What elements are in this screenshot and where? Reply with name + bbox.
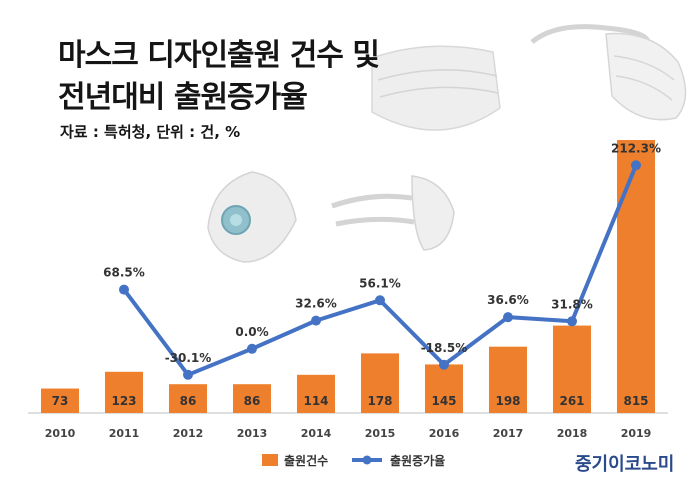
x-tick-label-2016: 2016 — [429, 427, 460, 440]
bar-2018 — [553, 325, 591, 413]
mask-illustration-folded — [530, 24, 687, 121]
bar-value-label-2016: 145 — [431, 394, 456, 408]
bar-value-label-2011: 123 — [111, 394, 136, 408]
bar-2011 — [105, 371, 143, 413]
x-tick-label-2018: 2018 — [557, 427, 588, 440]
mask-illustration-valve — [207, 171, 297, 263]
x-tick-label-2013: 2013 — [237, 427, 268, 440]
x-tick-label-2011: 2011 — [109, 427, 140, 440]
legend: 출원건수 출원증가율 — [262, 453, 445, 468]
legend-bar-swatch — [262, 454, 278, 466]
rate-label-2018: 31.8% — [551, 297, 593, 311]
rate-label-2017: 36.6% — [487, 293, 529, 307]
rate-point-2016 — [439, 359, 449, 370]
rate-point-2013 — [247, 343, 257, 354]
x-tick-label-2014: 2014 — [301, 427, 332, 440]
x-tick-labels: 2010 2011 2012 2013 2014 2015 2016 2017 2018 2019 — [45, 427, 652, 440]
rate-point-2011 — [119, 284, 129, 295]
rate-label-2019: 212.3% — [611, 141, 661, 155]
bar-2016 — [425, 364, 463, 413]
rate-point-2014 — [311, 315, 321, 326]
bar-value-label-2012: 86 — [180, 394, 197, 408]
rate-label-2012: -30.1% — [165, 351, 212, 365]
chart-title-line-2: 전년대비 출원증가율 — [58, 80, 308, 115]
bar-value-label-2014: 114 — [303, 394, 328, 408]
x-tick-label-2015: 2015 — [365, 427, 396, 440]
publisher-logo-text: 중기이코노미 — [575, 454, 675, 475]
bar-value-label-2017: 198 — [495, 394, 520, 408]
rate-label-2015: 56.1% — [359, 276, 401, 290]
x-tick-label-2017: 2017 — [493, 427, 524, 440]
x-tick-label-2012: 2012 — [173, 427, 204, 440]
bar-2010 — [41, 388, 79, 413]
legend-line-label: 출원증가율 — [390, 453, 445, 468]
bar-value-label-2015: 178 — [367, 394, 392, 408]
x-tick-label-2019: 2019 — [621, 427, 652, 440]
bar-2014 — [297, 374, 335, 413]
rate-point-2019 — [631, 160, 641, 171]
legend-bar-label: 출원건수 — [284, 453, 328, 468]
mask-illustration-flat — [371, 45, 501, 131]
bar-2019 — [617, 140, 655, 413]
bar-value-label-2010: 73 — [52, 394, 69, 408]
rate-label-2013: 0.0% — [235, 325, 268, 339]
line-series: 68.5% -30.1% 0.0% 32.6% 56.1% -18.5% 36.6% 31.8… — [103, 141, 661, 380]
bar-series: 73 123 86 86 114 178 145 198 261 815 — [41, 140, 655, 413]
chart-title-line-1: 마스크 디자인출원 건수 및 — [58, 38, 380, 73]
rate-point-2012 — [183, 369, 193, 380]
rate-point-2017 — [503, 312, 513, 323]
bar-2017 — [489, 346, 527, 413]
rate-point-2015 — [375, 295, 385, 306]
rate-label-2011: 68.5% — [103, 266, 145, 280]
bar-value-label-2018: 261 — [559, 394, 584, 408]
mask-illustration-side — [331, 175, 455, 251]
bar-2013 — [233, 384, 271, 413]
x-tick-label-2010: 2010 — [45, 427, 76, 440]
bar-2012 — [169, 384, 207, 413]
rate-label-2016: -18.5% — [421, 341, 468, 355]
bar-value-label-2013: 86 — [244, 394, 261, 408]
bar-value-label-2019: 815 — [623, 394, 648, 408]
legend-line-marker — [362, 455, 372, 465]
rate-point-2018 — [567, 316, 577, 327]
bar-2015 — [361, 353, 399, 413]
chart-source-note: 자료 : 특허청, 단위 : 건, % — [60, 123, 241, 141]
rate-label-2014: 32.6% — [295, 297, 337, 311]
